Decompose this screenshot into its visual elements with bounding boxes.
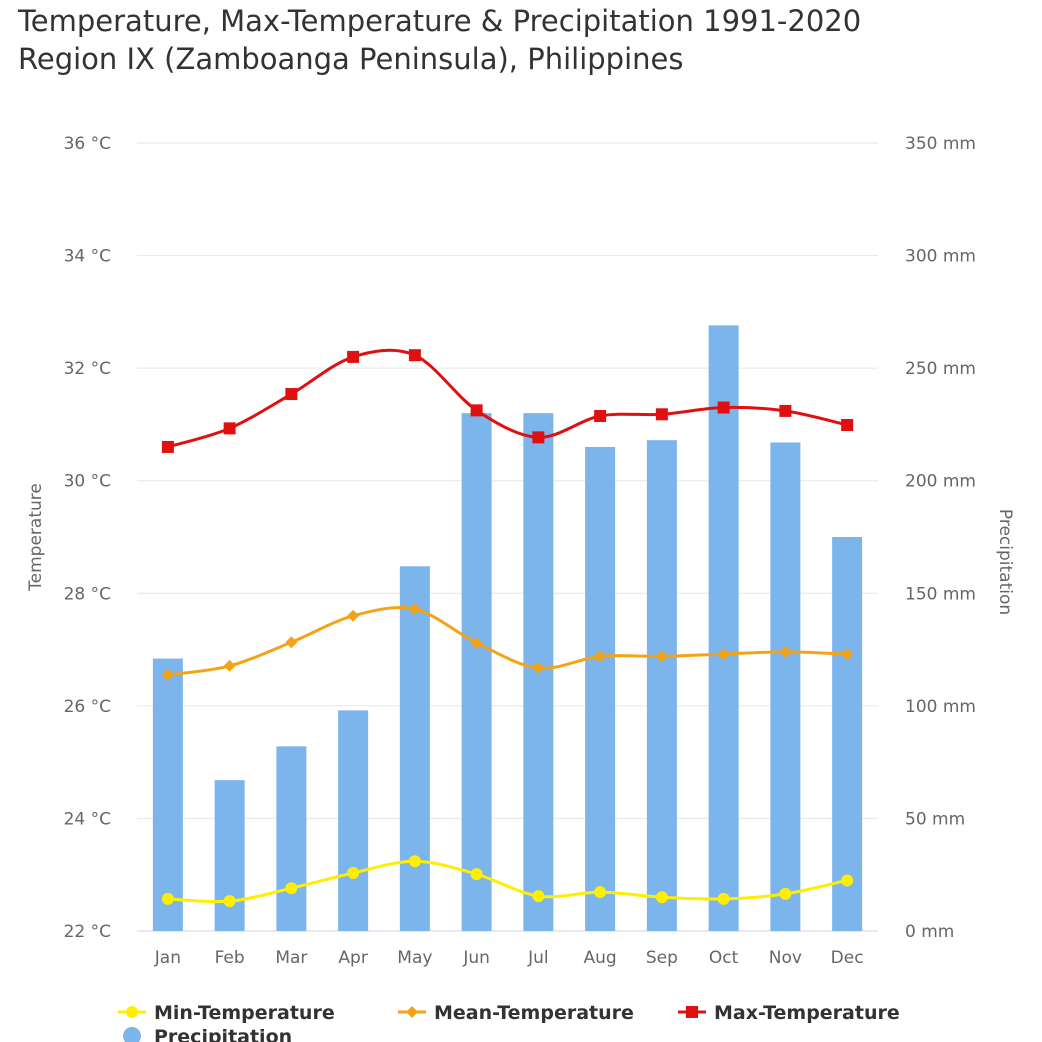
- x-tick-label: Jul: [527, 948, 549, 968]
- chart-title-line-2: Region IX (Zamboanga Peninsula), Philipp…: [18, 42, 684, 76]
- mean-temperature-point: [223, 659, 236, 672]
- precipitation-bar: [152, 658, 183, 931]
- legend-mean-temperature-marker-icon: [406, 1006, 418, 1018]
- legend-min-temperature-label: Min-Temperature: [154, 1002, 335, 1024]
- min-temperature-point: [655, 891, 668, 904]
- y-left-tick-label: 30 °C: [64, 472, 111, 492]
- min-temperature-point: [594, 886, 607, 899]
- mean-temperature-point: [161, 668, 174, 681]
- legend-precipitation-label: Precipitation: [154, 1026, 292, 1042]
- max-temperature-point: [717, 401, 730, 414]
- y-right-tick-label: 350 mm: [905, 134, 976, 154]
- precipitation-bar: [770, 442, 801, 931]
- y-right-tick-label: 0 mm: [905, 922, 954, 942]
- max-temperature-point: [470, 404, 483, 417]
- y-right-tick-label: 250 mm: [905, 359, 976, 379]
- mean-temperature-point: [779, 645, 792, 658]
- min-temperature-point: [161, 892, 174, 905]
- min-temperature-point: [223, 895, 236, 908]
- max-temperature-point: [779, 404, 792, 417]
- precipitation-bar: [708, 325, 739, 931]
- min-temperature-point: [347, 867, 360, 880]
- x-tick-label: Dec: [831, 948, 864, 968]
- legend-max-temperature-marker-icon: [686, 1006, 698, 1018]
- mean-temperature-line: [167, 606, 848, 677]
- x-tick-label: Feb: [215, 948, 245, 968]
- min-temperature-point: [779, 887, 792, 900]
- mean-temperature-point: [532, 662, 545, 675]
- y-left-tick-label: 24 °C: [64, 809, 111, 829]
- x-tick-label: Jun: [462, 948, 490, 968]
- mean-temperature-point: [594, 650, 607, 663]
- min-temperature-point: [717, 892, 730, 905]
- max-temperature-point: [223, 422, 236, 435]
- y-right-tick-label: 300 mm: [905, 247, 976, 267]
- min-temperature-line: [167, 859, 848, 904]
- y-left-tick-label: 34 °C: [64, 247, 111, 267]
- max-temperature-point: [161, 440, 174, 453]
- y-right-tick-label: 200 mm: [905, 472, 976, 492]
- precipitation-bar: [338, 710, 369, 931]
- min-temperature-point: [532, 890, 545, 903]
- y-left-tick-label: 26 °C: [64, 697, 111, 717]
- mean-temperature-point: [347, 609, 360, 622]
- legend-mean-temperature-label: Mean-Temperature: [434, 1002, 634, 1024]
- x-tick-label: Sep: [646, 948, 678, 968]
- y-left-tick-label: 28 °C: [64, 584, 111, 604]
- precipitation-bar: [276, 746, 307, 931]
- legend-min-temperature-marker-icon: [126, 1006, 138, 1018]
- max-temperature-point: [532, 431, 545, 444]
- y-right-tick-label: 100 mm: [905, 697, 976, 717]
- mean-temperature-point: [408, 603, 421, 616]
- chart-title-line-1: Temperature, Max-Temperature & Precipita…: [18, 4, 862, 38]
- legend-precipitation-marker-icon: [123, 1027, 141, 1042]
- min-temperature-point: [285, 882, 298, 895]
- mean-temperature-point: [717, 648, 730, 661]
- y-left-tick-label: 36 °C: [64, 134, 111, 154]
- min-temperature-point: [841, 874, 854, 887]
- mean-temperature-point: [655, 650, 668, 663]
- max-temperature-point: [655, 408, 668, 421]
- x-tick-label: Apr: [338, 948, 367, 968]
- legend-max-temperature-label: Max-Temperature: [714, 1002, 900, 1024]
- x-tick-label: Jan: [154, 948, 181, 968]
- precipitation-bar: [214, 780, 245, 931]
- mean-temperature-point: [841, 648, 854, 661]
- precipitation-bar: [399, 566, 430, 931]
- max-temperature-point: [594, 409, 607, 422]
- mean-temperature-point: [470, 636, 483, 649]
- max-temperature-line: [167, 348, 848, 449]
- x-tick-label: May: [397, 948, 432, 968]
- y-left-axis-title: Temperature: [26, 483, 46, 592]
- y-right-axis-title: Precipitation: [995, 509, 1015, 615]
- x-tick-label: Nov: [769, 948, 802, 968]
- mean-temperature-point: [285, 636, 298, 649]
- precipitation-bar: [461, 413, 492, 932]
- x-tick-label: Aug: [584, 948, 617, 968]
- x-tick-label: Oct: [709, 948, 739, 968]
- min-temperature-point: [408, 855, 421, 868]
- precipitation-bar: [585, 446, 616, 931]
- max-temperature-point: [841, 418, 854, 431]
- max-temperature-point: [285, 388, 298, 401]
- y-right-tick-label: 150 mm: [905, 584, 976, 604]
- y-right-tick-label: 50 mm: [905, 809, 965, 829]
- x-tick-label: Mar: [275, 948, 307, 968]
- precipitation-bar: [646, 440, 677, 931]
- max-temperature-point: [408, 349, 421, 362]
- precipitation-bar: [832, 537, 863, 931]
- min-temperature-point: [470, 868, 483, 881]
- y-left-tick-label: 32 °C: [64, 359, 111, 379]
- y-left-tick-label: 22 °C: [64, 922, 111, 942]
- max-temperature-point: [347, 350, 360, 363]
